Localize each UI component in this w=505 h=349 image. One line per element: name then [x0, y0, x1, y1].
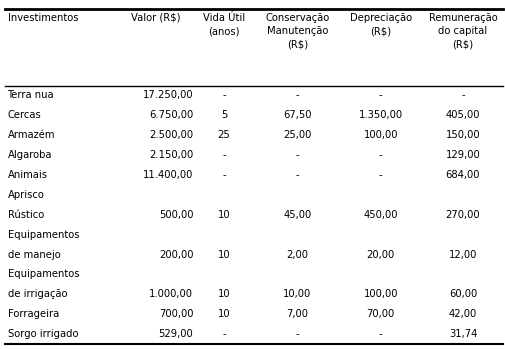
Text: Aprisco: Aprisco: [8, 190, 44, 200]
Text: 500,00: 500,00: [159, 210, 193, 220]
Text: -: -: [295, 170, 298, 180]
Text: 10,00: 10,00: [283, 289, 311, 299]
Text: 100,00: 100,00: [363, 289, 397, 299]
Text: Vida Útil
(anos): Vida Útil (anos): [203, 13, 244, 36]
Text: 10: 10: [217, 289, 230, 299]
Text: -: -: [295, 150, 298, 160]
Text: Armazém: Armazém: [8, 130, 55, 140]
Text: 684,00: 684,00: [445, 170, 479, 180]
Text: de irrigação: de irrigação: [8, 289, 67, 299]
Text: 2.500,00: 2.500,00: [149, 130, 193, 140]
Text: 12,00: 12,00: [448, 250, 476, 260]
Text: 450,00: 450,00: [363, 210, 397, 220]
Text: -: -: [222, 150, 225, 160]
Text: -: -: [378, 170, 382, 180]
Text: -: -: [378, 90, 382, 101]
Text: de manejo: de manejo: [8, 250, 60, 260]
Text: -: -: [222, 90, 225, 101]
Text: Investimentos: Investimentos: [8, 13, 78, 23]
Text: 45,00: 45,00: [283, 210, 311, 220]
Text: Equipamentos: Equipamentos: [8, 269, 79, 280]
Text: -: -: [378, 329, 382, 339]
Text: -: -: [222, 329, 225, 339]
Text: Terra nua: Terra nua: [8, 90, 54, 101]
Text: 150,00: 150,00: [445, 130, 479, 140]
Text: 2.150,00: 2.150,00: [149, 150, 193, 160]
Text: 5: 5: [220, 110, 227, 120]
Text: 10: 10: [217, 309, 230, 319]
Text: 405,00: 405,00: [445, 110, 479, 120]
Text: 700,00: 700,00: [159, 309, 193, 319]
Text: 1.350,00: 1.350,00: [358, 110, 402, 120]
Text: -: -: [378, 150, 382, 160]
Text: -: -: [460, 90, 464, 101]
Text: Valor (R$): Valor (R$): [131, 13, 180, 23]
Text: 100,00: 100,00: [363, 130, 397, 140]
Text: 25: 25: [217, 130, 230, 140]
Text: 20,00: 20,00: [366, 250, 394, 260]
Text: 6.750,00: 6.750,00: [149, 110, 193, 120]
Text: 70,00: 70,00: [366, 309, 394, 319]
Text: -: -: [295, 90, 298, 101]
Text: 31,74: 31,74: [448, 329, 476, 339]
Text: -: -: [222, 170, 225, 180]
Text: 11.400,00: 11.400,00: [142, 170, 193, 180]
Text: Rústico: Rústico: [8, 210, 44, 220]
Text: 7,00: 7,00: [286, 309, 308, 319]
Text: 10: 10: [217, 250, 230, 260]
Text: Conservação
Manutenção
(R$): Conservação Manutenção (R$): [265, 13, 329, 49]
Text: 10: 10: [217, 210, 230, 220]
Text: 270,00: 270,00: [445, 210, 479, 220]
Text: 17.250,00: 17.250,00: [142, 90, 193, 101]
Text: 42,00: 42,00: [448, 309, 476, 319]
Text: Forrageira: Forrageira: [8, 309, 59, 319]
Text: Cercas: Cercas: [8, 110, 41, 120]
Text: 2,00: 2,00: [286, 250, 308, 260]
Text: 529,00: 529,00: [158, 329, 193, 339]
Text: 1.000,00: 1.000,00: [149, 289, 193, 299]
Text: Equipamentos: Equipamentos: [8, 230, 79, 240]
Text: 25,00: 25,00: [282, 130, 311, 140]
Text: -: -: [295, 329, 298, 339]
Text: Sorgo irrigado: Sorgo irrigado: [8, 329, 78, 339]
Text: Algaroba: Algaroba: [8, 150, 52, 160]
Text: 67,50: 67,50: [282, 110, 311, 120]
Text: 200,00: 200,00: [159, 250, 193, 260]
Text: Remuneração
do capital
(R$): Remuneração do capital (R$): [428, 13, 496, 49]
Text: 60,00: 60,00: [448, 289, 476, 299]
Text: Animais: Animais: [8, 170, 47, 180]
Text: Depreciação
(R$): Depreciação (R$): [349, 13, 411, 36]
Text: 129,00: 129,00: [445, 150, 479, 160]
